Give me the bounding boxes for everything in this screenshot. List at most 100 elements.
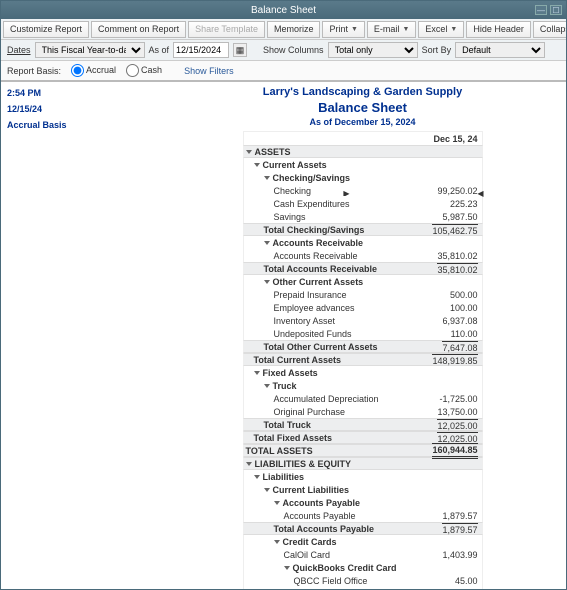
collapse-icon[interactable] xyxy=(246,150,252,154)
row-label: QBCC Home Office xyxy=(284,589,372,590)
row-label: Checking/Savings xyxy=(273,173,351,183)
collapse-icon[interactable] xyxy=(284,566,290,570)
chevron-down-icon: ▼ xyxy=(351,26,358,33)
calendar-icon[interactable]: ▦ xyxy=(233,43,247,57)
email-button[interactable]: E-mail▼ xyxy=(367,21,416,38)
row-value: 105,462.75 xyxy=(432,224,477,236)
row-label: Total Truck xyxy=(264,420,311,430)
comment-report-button[interactable]: Comment on Report xyxy=(91,21,186,38)
row-label: Truck xyxy=(273,381,297,391)
row-label: Current Assets xyxy=(263,160,327,170)
report-row: Accounts Payable xyxy=(243,496,483,509)
row-value: 35,810.02 xyxy=(437,263,477,275)
asof-date-input[interactable] xyxy=(173,42,229,58)
report-title: Balance Sheet xyxy=(161,100,564,115)
collapse-icon[interactable] xyxy=(264,176,270,180)
row-value: 1,879.57 xyxy=(442,523,477,535)
date-range-select[interactable]: This Fiscal Year-to-date xyxy=(35,42,145,58)
report-date: 12/15/24 xyxy=(7,104,155,114)
report-asof: As of December 15, 2024 xyxy=(161,117,564,127)
collapse-icon[interactable] xyxy=(254,371,260,375)
collapse-icon[interactable] xyxy=(254,475,260,479)
report-row: QuickBooks Credit Card xyxy=(243,561,483,574)
chevron-down-icon: ▼ xyxy=(402,26,409,33)
row-value: 35,810.02 xyxy=(437,251,477,261)
row-value: 99,250.02 xyxy=(437,186,477,196)
row-label: Total Other Current Assets xyxy=(264,342,378,352)
row-value: 148,919.85 xyxy=(432,354,477,366)
row-label: Accounts Payable xyxy=(283,498,361,508)
report-row: CalOil Card1,403.99 xyxy=(243,548,483,561)
row-value: 7,647.08 xyxy=(442,341,477,353)
report-row: QBCC Home Office 25.00 xyxy=(243,587,483,589)
report-row: LIABILITIES & EQUITY xyxy=(243,457,483,470)
showcolumns-select[interactable]: Total only xyxy=(328,42,418,58)
row-label: Current Liabilities xyxy=(273,485,350,495)
report-row: Credit Cards xyxy=(243,535,483,548)
row-label: Cash Expenditures xyxy=(274,199,350,209)
showcolumns-label: Show Columns xyxy=(263,45,324,55)
report-row: Truck xyxy=(243,379,483,392)
row-value: -1,725.00 xyxy=(439,394,477,404)
row-value: 100.00 xyxy=(450,303,478,313)
report-row: Total Other Current Assets 7,647.08 xyxy=(243,340,483,353)
asof-label: As of xyxy=(149,45,170,55)
collapse-icon[interactable] xyxy=(264,488,270,492)
report-row: Employee advances100.00 xyxy=(243,301,483,314)
report-row: ASSETS xyxy=(243,145,483,158)
excel-button[interactable]: Excel▼ xyxy=(418,21,464,38)
print-button[interactable]: Print▼ xyxy=(322,21,364,38)
collapse-icon[interactable] xyxy=(246,462,252,466)
row-value: 1,403.99 xyxy=(442,550,477,560)
show-filters-link[interactable]: Show Filters xyxy=(184,66,234,76)
customize-report-button[interactable]: Customize Report xyxy=(3,21,89,38)
minimize-icon[interactable]: — xyxy=(535,5,547,15)
report-time: 2:54 PM xyxy=(7,88,155,98)
column-header: Dec 15, 24 xyxy=(408,134,482,144)
share-template-button[interactable]: Share Template xyxy=(188,21,265,38)
collapse-icon[interactable] xyxy=(274,501,280,505)
row-value: 25.00 xyxy=(455,589,478,590)
drill-icon[interactable]: ▶ xyxy=(343,189,349,196)
report-row: Original Purchase13,750.00 xyxy=(243,405,483,418)
memorize-button[interactable]: Memorize xyxy=(267,21,321,38)
dates-label: Dates xyxy=(7,45,31,55)
company-name: Larry's Landscaping & Garden Supply xyxy=(161,86,564,98)
report-row: QBCC Field Office45.00 xyxy=(243,574,483,587)
report-meta-sidebar: 2:54 PM 12/15/24 Accrual Basis xyxy=(1,82,161,589)
chevron-down-icon: ▼ xyxy=(450,26,457,33)
report-body: Larry's Landscaping & Garden Supply Bala… xyxy=(161,82,566,589)
titlebar: Balance Sheet — ☐ xyxy=(1,1,566,19)
hide-header-button[interactable]: Hide Header xyxy=(466,21,531,38)
collapse-rows-button[interactable]: Collapse Rows xyxy=(533,21,567,38)
report-row: Accounts Payable1,879.57 xyxy=(243,509,483,522)
sortby-select[interactable]: Default xyxy=(455,42,545,58)
report-row: Checking▶99,250.02◀ xyxy=(243,184,483,197)
report-row: Accounts Receivable xyxy=(243,236,483,249)
report-row: Savings5,987.50 xyxy=(243,210,483,223)
row-label: Other Current Assets xyxy=(273,277,364,287)
collapse-icon[interactable] xyxy=(264,384,270,388)
row-value: 110.00 xyxy=(451,329,478,339)
report-row: Accounts Receivable 35,810.02 xyxy=(243,249,483,262)
accrual-radio[interactable]: Accrual xyxy=(67,64,116,77)
maximize-icon[interactable]: ☐ xyxy=(550,5,562,15)
row-label: QuickBooks Credit Card xyxy=(293,563,397,573)
row-value: 6,937.08 xyxy=(442,316,477,326)
report-row: Other Current Assets xyxy=(243,275,483,288)
collapse-icon[interactable] xyxy=(274,540,280,544)
row-label: Accounts Payable xyxy=(284,511,356,521)
row-value: 160,944.85 xyxy=(432,443,477,459)
collapse-icon[interactable] xyxy=(254,163,260,167)
collapse-icon[interactable] xyxy=(264,241,270,245)
report-row: TOTAL ASSETS160,944.85 xyxy=(243,444,483,457)
filter-toolbar: Dates This Fiscal Year-to-date As of ▦ S… xyxy=(1,40,566,61)
report-row: Undeposited Funds110.00 xyxy=(243,327,483,340)
report-row: Current Liabilities xyxy=(243,483,483,496)
row-label: Credit Cards xyxy=(283,537,337,547)
row-label: Accounts Receivable xyxy=(274,251,358,261)
row-label: Inventory Asset xyxy=(274,316,336,326)
main-toolbar: Customize Report Comment on Report Share… xyxy=(1,19,566,40)
collapse-icon[interactable] xyxy=(264,280,270,284)
cash-radio[interactable]: Cash xyxy=(122,64,162,77)
